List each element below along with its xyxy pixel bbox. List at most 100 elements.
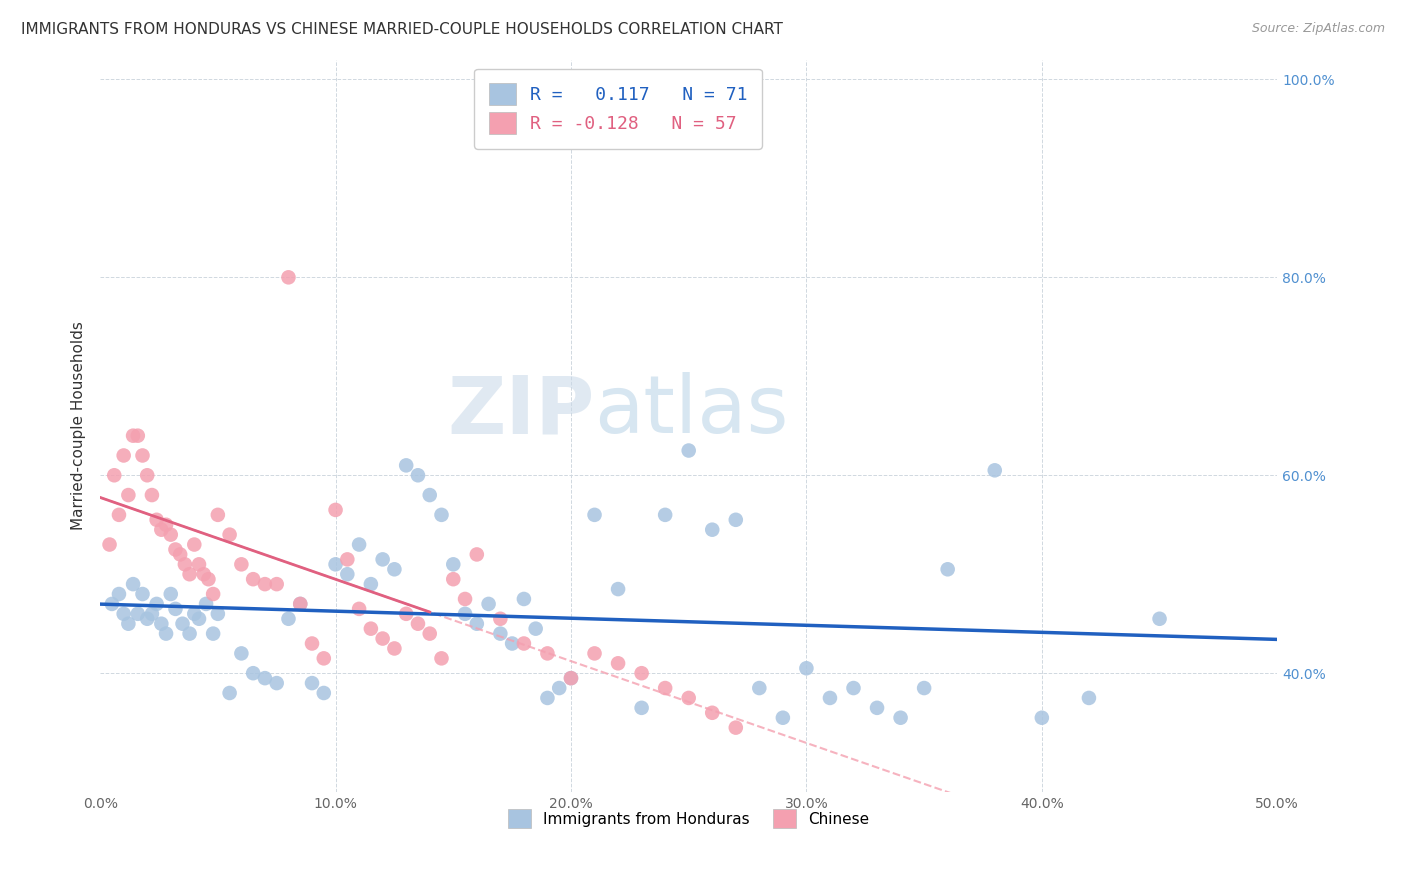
Point (395, 607, 418, 621)
Point (127, 428, 149, 442)
Point (141, 607, 163, 621)
Point (583, 647, 606, 661)
Point (312, 686, 335, 700)
Point (702, 523, 724, 537)
Text: ZIP: ZIP (447, 372, 595, 450)
Point (145, 597, 167, 611)
Point (489, 612, 512, 626)
Point (360, 622, 382, 636)
Point (150, 616, 173, 631)
Point (654, 681, 676, 695)
Point (560, 671, 582, 685)
Point (406, 468, 429, 483)
Point (630, 666, 652, 681)
Point (117, 488, 139, 502)
Point (478, 597, 501, 611)
Point (290, 597, 312, 611)
Point (678, 443, 700, 458)
Point (419, 488, 441, 502)
Point (548, 681, 571, 695)
Point (188, 558, 211, 572)
Point (117, 616, 139, 631)
Point (772, 711, 794, 725)
Point (242, 572, 264, 586)
Point (172, 616, 194, 631)
Point (183, 607, 205, 621)
Point (159, 587, 181, 601)
Point (607, 657, 630, 671)
Point (336, 567, 359, 582)
Point (430, 508, 453, 522)
Point (183, 537, 205, 551)
Point (630, 701, 652, 715)
Point (112, 607, 135, 621)
Point (524, 622, 547, 636)
Point (301, 636, 323, 650)
Point (218, 527, 240, 541)
Point (207, 607, 229, 621)
Point (108, 587, 131, 601)
Point (1149, 612, 1171, 626)
Point (231, 647, 253, 661)
Point (607, 582, 630, 596)
Point (724, 513, 747, 527)
Text: Source: ZipAtlas.com: Source: ZipAtlas.com (1251, 22, 1385, 36)
Point (371, 552, 394, 566)
Point (419, 626, 441, 640)
Point (336, 552, 359, 566)
Point (122, 577, 145, 591)
Point (188, 612, 211, 626)
Point (325, 558, 347, 572)
Text: IMMIGRANTS FROM HONDURAS VS CHINESE MARRIED-COUPLE HOUSEHOLDS CORRELATION CHART: IMMIGRANTS FROM HONDURAS VS CHINESE MARR… (21, 22, 783, 37)
Point (127, 607, 149, 621)
Point (1031, 711, 1053, 725)
Point (131, 587, 153, 601)
Point (912, 681, 935, 695)
Point (406, 616, 429, 631)
Point (136, 612, 159, 626)
Point (536, 690, 558, 705)
Point (131, 449, 153, 463)
Point (984, 463, 1007, 477)
Point (890, 711, 912, 725)
Point (253, 577, 276, 591)
Point (179, 567, 201, 582)
Point (441, 572, 464, 586)
Point (165, 542, 187, 557)
Point (454, 591, 477, 606)
Point (266, 676, 288, 690)
Point (465, 548, 488, 562)
Point (866, 701, 889, 715)
Point (347, 537, 370, 551)
Point (207, 508, 229, 522)
Point (748, 681, 770, 695)
Point (141, 488, 163, 502)
Point (384, 641, 406, 656)
Point (169, 548, 191, 562)
Point (101, 597, 124, 611)
Point (347, 602, 370, 616)
Point (513, 591, 536, 606)
Point (195, 597, 218, 611)
Point (155, 626, 177, 640)
Point (197, 572, 219, 586)
Point (242, 666, 264, 681)
Point (325, 503, 347, 517)
Point (277, 270, 299, 285)
Point (818, 690, 841, 705)
Point (202, 626, 225, 640)
Point (159, 527, 181, 541)
Point (179, 626, 201, 640)
Point (936, 562, 959, 576)
Point (360, 577, 382, 591)
Point (513, 636, 536, 650)
Point (108, 508, 131, 522)
Point (231, 558, 253, 572)
Point (395, 458, 418, 473)
Point (173, 558, 195, 572)
Text: atlas: atlas (595, 372, 789, 450)
Point (489, 626, 512, 640)
Point (430, 651, 453, 665)
Point (218, 686, 240, 700)
Point (253, 671, 276, 685)
